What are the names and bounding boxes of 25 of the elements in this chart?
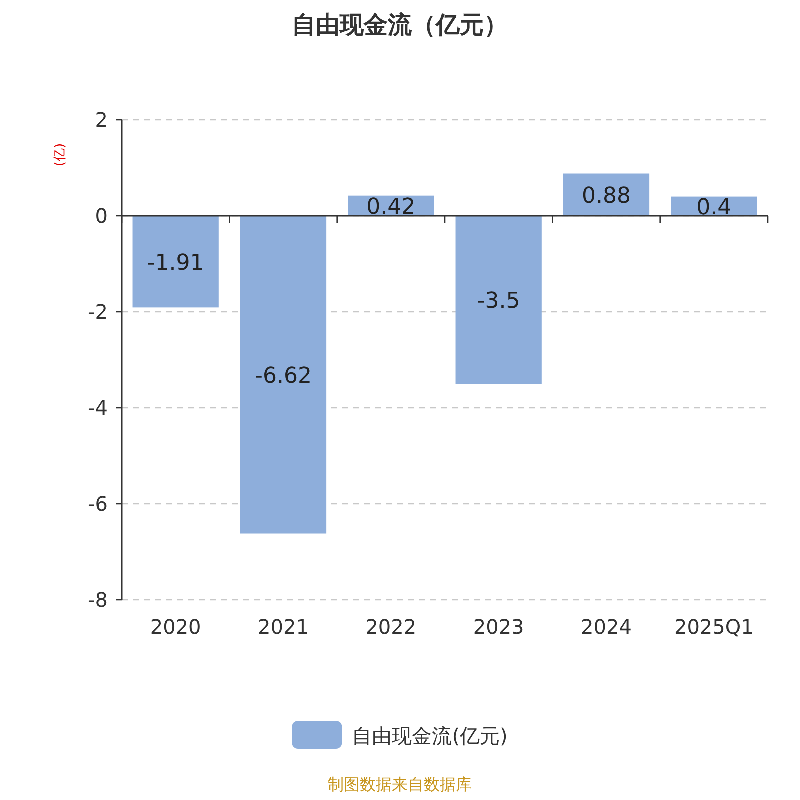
- y-tick-label: -6: [88, 492, 108, 516]
- bar: [240, 216, 327, 534]
- text: 制图数据来自数据库: [328, 775, 472, 794]
- x-tick-label: 2025Q1: [674, 615, 754, 639]
- y-tick-label: -4: [88, 396, 108, 420]
- data-label: -6.62: [255, 364, 312, 389]
- x-tick-label: 2022: [366, 615, 417, 639]
- data-label: 0.42: [366, 194, 416, 220]
- y-tick-label: -2: [88, 300, 108, 324]
- bar: [132, 216, 219, 308]
- legend-label: 自由现金流(亿元): [352, 724, 508, 748]
- y-tick-label: 0: [95, 204, 108, 228]
- y-axis-title: (亿): [53, 143, 68, 167]
- x-tick-label: 2021: [258, 615, 309, 639]
- data-label: 0.88: [582, 184, 631, 209]
- y-tick-label: 2: [95, 108, 108, 132]
- x-tick-label: 2023: [473, 615, 524, 639]
- data-label: 0.4: [696, 195, 732, 220]
- bar: [456, 216, 542, 384]
- chart-title: 自由现金流（亿元）: [292, 11, 508, 39]
- x-tick-label: 2020: [150, 615, 202, 639]
- y-tick-label: -8: [88, 588, 108, 612]
- data-label: -1.91: [147, 250, 204, 276]
- data-label: -3.5: [477, 289, 520, 314]
- x-tick-label: 2024: [581, 615, 632, 639]
